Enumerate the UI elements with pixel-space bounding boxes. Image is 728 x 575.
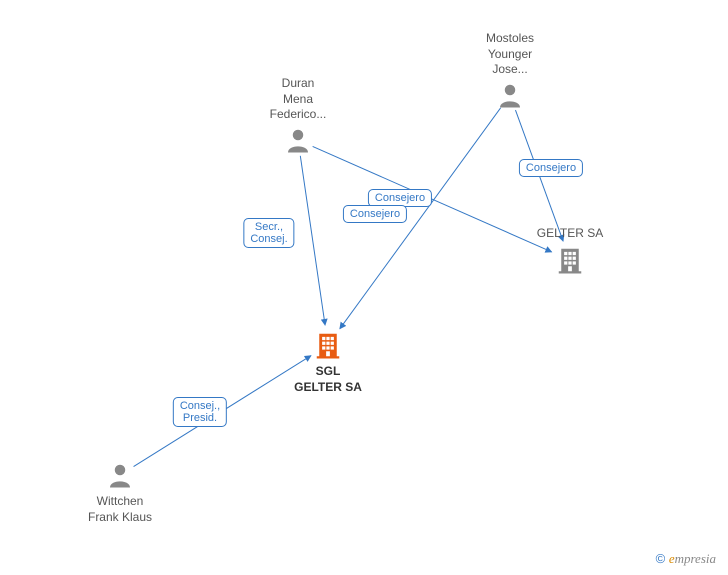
- node-label: Wittchen Frank Klaus: [88, 494, 152, 525]
- edge-label: Consejero: [343, 205, 407, 223]
- edge-label: Consejero: [519, 159, 583, 177]
- company-icon[interactable]: [555, 245, 585, 280]
- edge-line: [313, 146, 552, 251]
- footer-attribution: © empresia: [656, 551, 716, 567]
- node-label: SGL GELTER SA: [294, 364, 362, 395]
- edge-label: Secr., Consej.: [243, 218, 294, 248]
- node-label: Duran Mena Federico...: [270, 76, 327, 123]
- company-icon[interactable]: [313, 330, 343, 365]
- person-icon[interactable]: [283, 125, 313, 160]
- person-icon[interactable]: [105, 460, 135, 495]
- brand-rest: mpresia: [675, 551, 716, 566]
- edge-line: [300, 156, 325, 325]
- node-label: GELTER SA: [537, 226, 603, 242]
- node-label: Mostoles Younger Jose...: [486, 31, 534, 78]
- edge-label: Consej., Presid.: [173, 397, 227, 427]
- person-icon[interactable]: [495, 80, 525, 115]
- copyright-symbol: ©: [656, 551, 666, 566]
